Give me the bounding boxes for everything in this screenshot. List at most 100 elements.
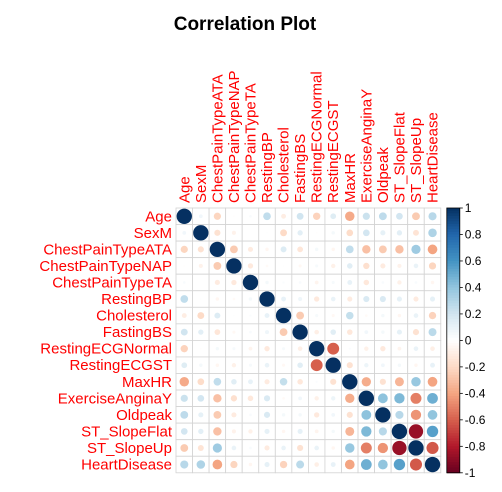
colorbar-band [446, 409, 460, 413]
corr-circle-4-8 [314, 280, 319, 285]
corr-circle-1-1 [193, 225, 209, 241]
corr-circle-3-7 [298, 264, 302, 268]
colorbar-band [446, 316, 460, 320]
corr-circle-13-11 [361, 426, 372, 437]
colorbar-band [446, 446, 460, 450]
corr-circle-2-2 [209, 241, 226, 258]
corr-circle-13-2 [213, 427, 222, 436]
corr-circle-13-1 [198, 428, 204, 435]
corr-circle-3-6 [282, 265, 285, 267]
corr-circle-2-0 [180, 245, 188, 253]
col-label-st-slopeflat: ST_SlopeFlat [391, 111, 408, 203]
col-label-exerciseanginay: ExerciseAnginaY [358, 89, 375, 203]
corr-circle-11-2 [213, 394, 222, 403]
corr-circle-11-14 [410, 392, 422, 404]
corr-circle-2-14 [411, 244, 421, 254]
colorbar-tick-label: -0.6 [465, 413, 486, 427]
corr-circle-7-5 [264, 330, 270, 335]
colorbar-band [446, 377, 460, 381]
corr-circle-4-11 [363, 279, 370, 286]
corr-circle-7-7 [292, 324, 308, 340]
corr-circle-7-1 [198, 329, 204, 335]
colorbar-tick-label: -0.8 [465, 439, 486, 453]
cell-1-4 [241, 224, 260, 242]
colorbar-band [446, 337, 460, 341]
col-label-sexm: SexM [193, 165, 210, 203]
row-label-restingecgst: RestingECGST [69, 357, 172, 374]
colorbar-band [446, 422, 460, 426]
colorbar-band [446, 313, 460, 317]
corr-circle-8-15 [430, 346, 435, 351]
colorbar-band [446, 231, 460, 235]
row-label-chestpaintypeata: ChestPainTypeATA [43, 241, 172, 258]
colorbar-band [446, 430, 460, 434]
corr-circle-15-3 [230, 460, 238, 469]
corr-circle-2-6 [280, 246, 287, 253]
corr-circle-11-12 [377, 393, 388, 404]
colorbar-band [446, 403, 460, 407]
colorbar-band [446, 451, 460, 455]
corr-circle-5-14 [413, 296, 419, 302]
corr-circle-4-9 [331, 280, 335, 285]
colorbar-band [446, 279, 460, 283]
colorbar-band [446, 327, 460, 331]
corr-circle-14-10 [345, 443, 355, 453]
corr-circle-14-5 [264, 445, 270, 451]
colorbar-band [446, 414, 460, 418]
corr-circle-13-4 [248, 429, 253, 434]
corr-circle-14-8 [314, 445, 319, 451]
colorbar-band [446, 319, 460, 323]
corr-circle-4-4 [242, 274, 259, 291]
corr-circle-3-8 [315, 264, 319, 268]
row-label-age: Age [145, 208, 172, 225]
corr-circle-6-10 [346, 311, 354, 320]
colorbar-band [446, 263, 460, 267]
corr-circle-3-0 [183, 265, 186, 267]
corr-circle-9-15 [430, 362, 435, 368]
corr-circle-6-0 [181, 313, 187, 319]
corr-circle-15-8 [314, 462, 319, 467]
corr-circle-12-3 [231, 412, 237, 418]
col-label-chestpaintypeata: ChestPainTypeATA [209, 74, 226, 203]
corr-circle-8-13 [397, 346, 402, 351]
corr-circle-15-9 [330, 462, 336, 467]
colorbar-band [446, 385, 460, 389]
col-label-fastingbs: FastingBS [292, 134, 309, 203]
corr-circle-7-14 [412, 329, 420, 336]
corr-circle-10-3 [231, 379, 237, 385]
corr-circle-1-13 [396, 230, 403, 236]
row-label-chestpaintypeta: ChestPainTypeTA [52, 274, 172, 291]
corr-circle-15-7 [296, 460, 305, 469]
colorbar-band [446, 427, 460, 431]
corr-circle-10-15 [427, 376, 438, 387]
corr-circle-14-7 [297, 444, 304, 452]
row-label-sexm: SexM [134, 225, 172, 242]
colorbar-band [446, 290, 460, 294]
colorbar-band [446, 229, 460, 233]
row-label-st-slopeflat: ST_SlopeFlat [81, 423, 173, 440]
colorbar-band [446, 401, 460, 405]
corr-circle-12-0 [180, 410, 189, 419]
corr-circle-9-9 [325, 357, 341, 373]
row-label-chestpaintypenap: ChestPainTypeNAP [39, 258, 172, 275]
col-label-chestpaintypeta: ChestPainTypeTA [242, 83, 259, 203]
corr-circle-14-14 [408, 440, 424, 456]
corr-circle-14-3 [231, 445, 237, 451]
corr-circle-9-1 [199, 363, 203, 367]
corr-circle-6-2 [214, 312, 221, 319]
corr-circle-14-13 [392, 440, 407, 456]
col-label-chestpaintypenap: ChestPainTypeNAP [226, 70, 243, 203]
corr-circle-14-2 [212, 443, 222, 453]
colorbar-band [446, 215, 460, 219]
corr-circle-1-12 [380, 230, 386, 236]
colorbar-tick-label: 0.8 [465, 227, 482, 241]
corr-circle-4-10 [347, 280, 353, 285]
corr-circle-3-9 [331, 263, 336, 269]
corr-circle-11-6 [282, 396, 285, 400]
colorbar-band [446, 253, 460, 257]
colorbar-band [446, 332, 460, 336]
colorbar-band [446, 393, 460, 397]
corr-circle-2-3 [230, 245, 238, 254]
colorbar-band [446, 239, 460, 243]
corr-circle-1-3 [231, 230, 236, 235]
